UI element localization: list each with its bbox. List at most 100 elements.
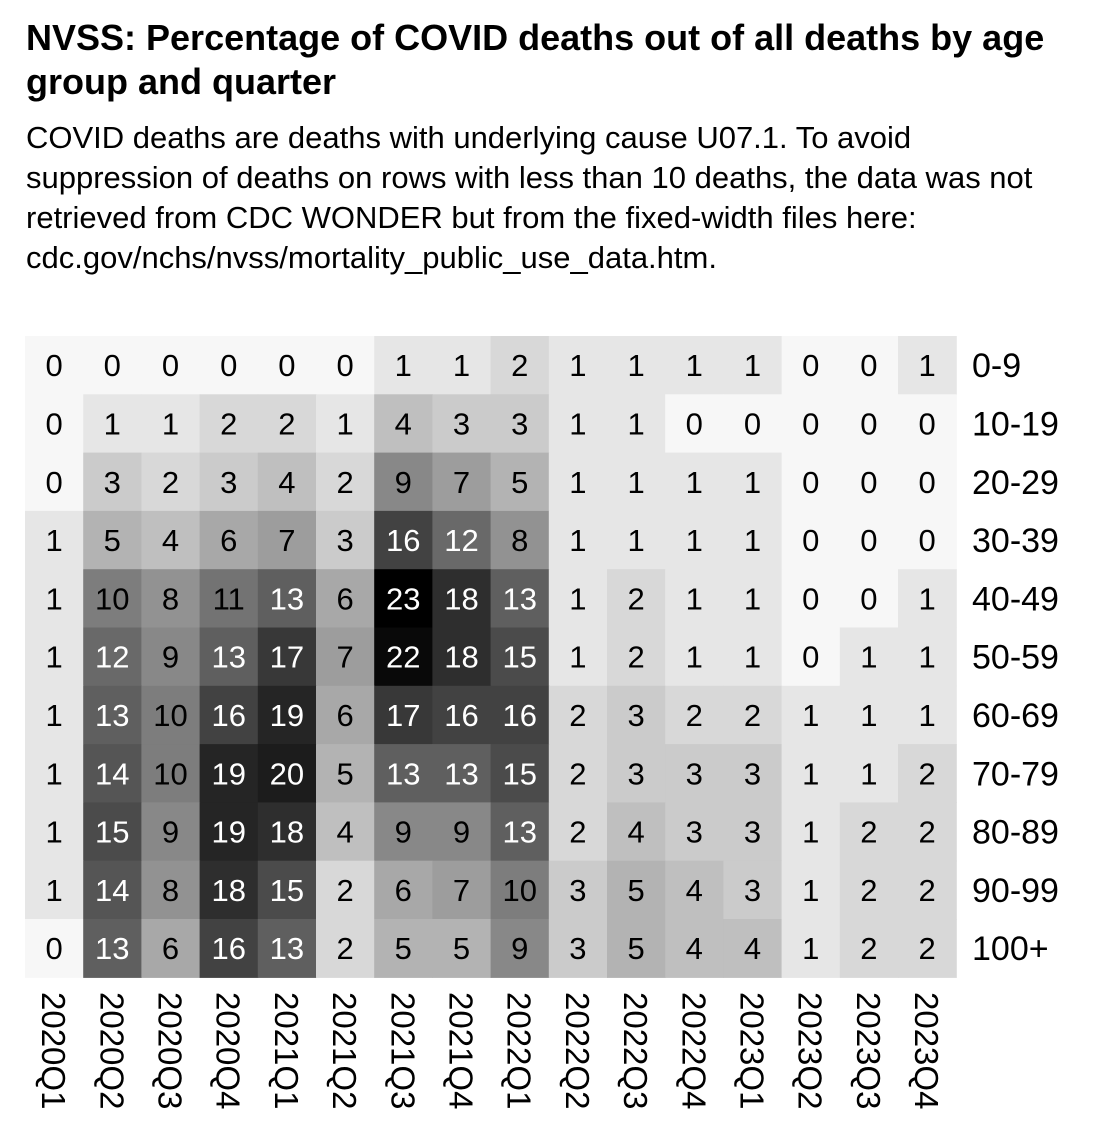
cell-label-r9-c1: 14 (95, 873, 129, 908)
cell-label-r5-c15: 1 (918, 640, 935, 675)
cell-label-r10-c12: 4 (744, 931, 761, 966)
heatmap-cell-r4-c8 (490, 569, 550, 629)
cell-label-r5-c12: 1 (744, 640, 761, 675)
heatmap-cell-r3-c9 (548, 510, 608, 570)
heatmap-cell-r8-c7 (432, 802, 492, 862)
cell-label-r7-c2: 10 (153, 756, 187, 791)
cell-label-r7-c6: 13 (386, 756, 420, 791)
heatmap-cell-r8-c14 (839, 802, 899, 862)
cell-label-r2-c11: 1 (686, 465, 703, 500)
cell-label-r6-c2: 10 (153, 698, 187, 733)
heatmap-cell-r0-c8 (490, 336, 550, 395)
cell-label-r0-c14: 0 (860, 348, 877, 383)
heatmap-cell-r1-c14 (839, 394, 899, 454)
heatmap-cell-r10-c12 (723, 919, 783, 978)
heatmap-cell-r8-c6 (374, 802, 433, 862)
heatmap-cell-r0-c12 (723, 336, 783, 395)
cell-label-r2-c6: 9 (395, 465, 412, 500)
cell-label-r8-c13: 1 (802, 815, 819, 850)
heatmap-cell-r8-c8 (490, 802, 550, 862)
x-label-1: 2020Q2 (93, 992, 130, 1109)
cell-label-r9-c5: 2 (336, 873, 353, 908)
heatmap-cell-r6-c4 (257, 685, 317, 745)
cell-label-r4-c6: 23 (386, 581, 420, 616)
heatmap-cell-r7-c11 (665, 744, 724, 803)
heatmap-cell-r8-c2 (141, 802, 201, 862)
heatmap-cell-r7-c8 (490, 744, 550, 803)
heatmap-cell-r3-c11 (665, 510, 724, 570)
cell-label-r2-c0: 0 (45, 465, 62, 500)
cell-label-r9-c14: 2 (860, 873, 877, 908)
cell-label-r7-c13: 1 (802, 756, 819, 791)
cell-label-r2-c3: 3 (220, 465, 237, 500)
heatmap-cell-r6-c9 (548, 685, 608, 745)
heatmap-cell-r10-c3 (199, 919, 259, 978)
heatmap-cell-r9-c15 (898, 860, 957, 920)
cell-label-r6-c0: 1 (45, 698, 62, 733)
cell-label-r2-c5: 2 (336, 465, 353, 500)
cell-label-r0-c8: 2 (511, 348, 528, 383)
x-axis-labels: 2020Q1 2020Q2 2020Q3 2020Q4 2021Q1 2021Q2 2021… (35, 992, 945, 1109)
heatmap-cell-r4-c7 (432, 569, 492, 629)
cell-label-r9-c2: 8 (162, 873, 179, 908)
heatmap-cell-r1-c1 (83, 394, 142, 454)
heatmap-cell-r6-c1 (83, 685, 142, 745)
heatmap-cell-r2-c4 (257, 452, 317, 512)
heatmap-cell-r5-c5 (316, 627, 375, 687)
cell-label-r3-c13: 0 (802, 523, 819, 558)
cell-label-r4-c12: 1 (744, 581, 761, 616)
heatmap-cell-r8-c9 (548, 802, 608, 862)
heatmap-cell-r10-c1 (83, 919, 142, 978)
cell-label-r10-c9: 3 (569, 931, 586, 966)
heatmap-cell-r1-c0 (25, 394, 84, 454)
cell-label-r8-c2: 9 (162, 815, 179, 850)
cell-label-r8-c1: 15 (95, 815, 129, 850)
cell-label-r7-c15: 2 (918, 756, 935, 791)
heatmap-cell-r1-c4 (257, 394, 317, 454)
heatmap-cell-r2-c5 (316, 452, 375, 512)
y-axis-labels: 0-9 10-19 20-29 30-39 40-49 50-59 60-69 70-79 80… (972, 347, 1059, 968)
heatmap-cell-r0-c9 (548, 336, 608, 395)
cell-label-r5-c2: 9 (162, 640, 179, 675)
heatmap-cell-r7-c15 (898, 744, 957, 803)
heatmap-cell-r9-c12 (723, 860, 783, 920)
heatmap-cell-r3-c3 (199, 510, 259, 570)
cell-label-r0-c12: 1 (744, 348, 761, 383)
heatmap-cell-r3-c15 (898, 510, 957, 570)
heatmap-cell-r8-c13 (781, 802, 841, 862)
heatmap-cell-r4-c15 (898, 569, 957, 629)
y-label-8: 80-89 (972, 814, 1059, 852)
heatmap-cell-r5-c12 (723, 627, 783, 687)
heatmap-cell-r1-c9 (548, 394, 608, 454)
heatmap-cell-r10-c7 (432, 919, 492, 978)
cell-label-r9-c4: 15 (270, 873, 304, 908)
cell-label-r0-c15: 1 (918, 348, 935, 383)
heatmap-cell-r6-c7 (432, 685, 492, 745)
cell-label-r8-c6: 9 (395, 815, 412, 850)
cell-label-r8-c4: 18 (270, 815, 304, 850)
x-label-2: 2020Q3 (152, 992, 189, 1109)
x-label-7: 2021Q4 (443, 992, 480, 1109)
cell-label-r10-c2: 6 (162, 931, 179, 966)
cell-label-r3-c11: 1 (686, 523, 703, 558)
heatmap-cell-r0-c5 (316, 336, 375, 395)
heatmap-cell-r1-c11 (665, 394, 724, 454)
cell-label-r6-c14: 1 (860, 698, 877, 733)
cell-label-r8-c5: 4 (336, 815, 353, 850)
cell-label-r3-c6: 16 (386, 523, 420, 558)
heatmap-cell-r5-c0 (25, 627, 84, 687)
heatmap-cell-r7-c4 (257, 744, 317, 803)
heatmap-cell-r6-c14 (839, 685, 899, 745)
cell-label-r4-c3: 11 (213, 581, 245, 616)
x-label-3: 2020Q4 (210, 992, 247, 1109)
cell-label-r5-c14: 1 (860, 640, 877, 675)
cell-label-r9-c3: 18 (211, 873, 245, 908)
cell-label-r1-c15: 0 (918, 406, 935, 441)
cell-label-r4-c7: 18 (444, 581, 478, 616)
cell-label-r3-c5: 3 (336, 523, 353, 558)
cell-label-r6-c8: 16 (502, 698, 536, 733)
heatmap-cell-r8-c1 (83, 802, 142, 862)
heatmap-cell-r5-c7 (432, 627, 492, 687)
cell-label-r1-c3: 2 (220, 406, 237, 441)
heatmap-cell-r0-c13 (781, 336, 841, 395)
